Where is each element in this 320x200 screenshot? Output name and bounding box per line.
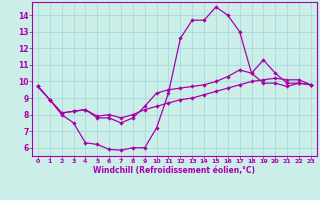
- X-axis label: Windchill (Refroidissement éolien,°C): Windchill (Refroidissement éolien,°C): [93, 166, 255, 175]
